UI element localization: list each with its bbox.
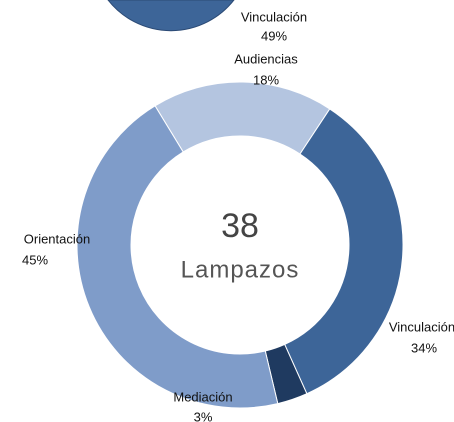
slice-value-label: 3% <box>194 409 213 422</box>
slice-value-label: 18% <box>253 72 279 87</box>
slice-value-label: 45% <box>22 252 48 267</box>
slice-label: Orientación <box>24 231 90 246</box>
slice-label: Vinculación <box>389 319 454 334</box>
slice-label: Mediación <box>173 389 232 404</box>
slice <box>76 105 279 409</box>
slices <box>76 81 404 409</box>
center-value: 38 <box>221 207 259 245</box>
slice <box>284 108 404 395</box>
slice-label: Audiencias <box>234 51 298 66</box>
slice-value-label: 49% <box>261 28 287 43</box>
slice-label: Vinculación <box>241 9 307 24</box>
slice-value-label: 34% <box>411 340 437 355</box>
cropped-slice <box>107 0 235 32</box>
slice <box>154 81 331 155</box>
center-label: Lampazos <box>181 256 300 283</box>
